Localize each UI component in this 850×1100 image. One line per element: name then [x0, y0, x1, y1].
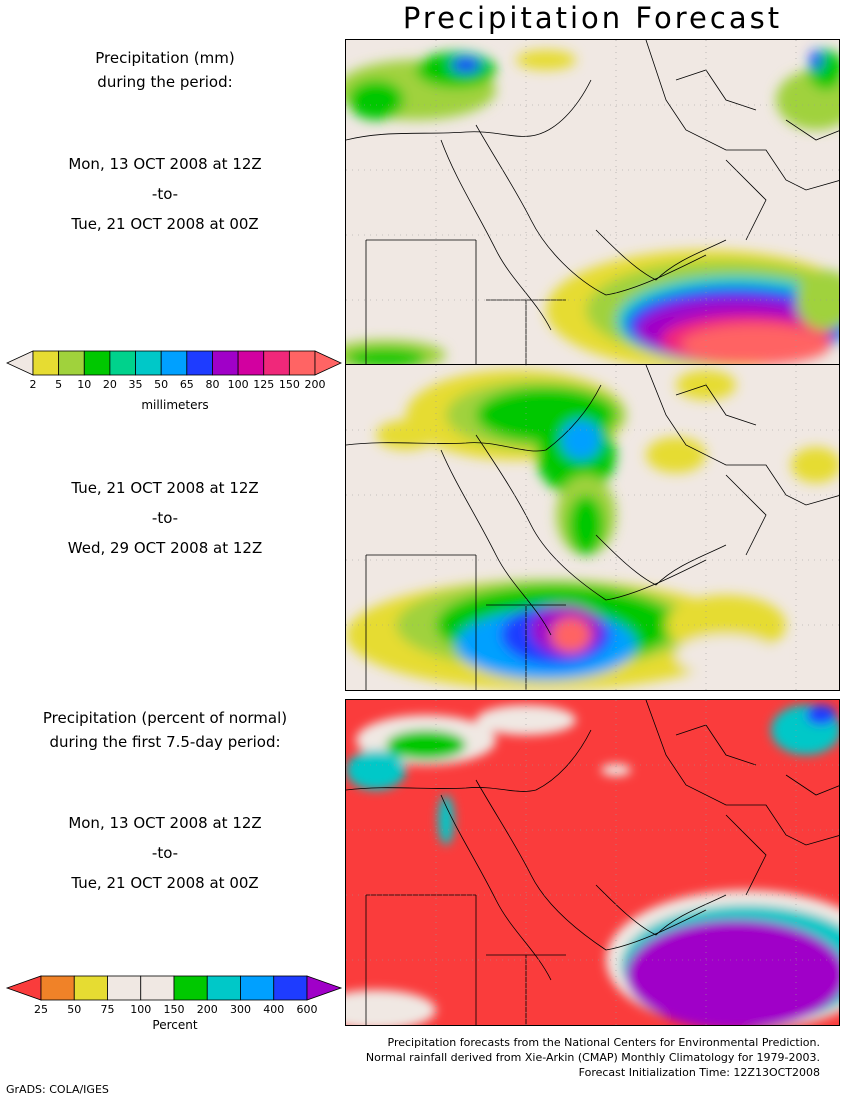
period1-start: Mon, 13 OCT 2008 at 12Z: [68, 155, 262, 173]
legend-swatch: [240, 975, 275, 1001]
legend-swatch-high: [314, 350, 342, 376]
period1-sep: -to-: [151, 185, 179, 203]
legend-tick-label: 150: [164, 1003, 185, 1016]
legend-pct-bar: 25 50 75 100 150 200 300 400 600: [5, 975, 343, 1016]
legend-swatch: [160, 350, 188, 376]
map-panel-percent: [345, 699, 840, 1026]
legend-tick-label: 150: [279, 378, 300, 391]
legend-swatch: [173, 975, 208, 1001]
period3-start: Mon, 13 OCT 2008 at 12Z: [68, 814, 262, 832]
period2-sep: -to-: [151, 509, 179, 527]
legend-tick-label: 125: [253, 378, 274, 391]
period3-header: Precipitation (percent of normal) during…: [0, 706, 330, 754]
period1-header-line2: during the period:: [97, 73, 233, 91]
legend-tick-label: 50: [67, 1003, 81, 1016]
legend-swatch: [135, 350, 162, 376]
legend-swatch: [32, 350, 60, 376]
legend-tick-label: 65: [180, 378, 194, 391]
legend-tick-label: 300: [230, 1003, 251, 1016]
legend-tick-label: 25: [34, 1003, 48, 1016]
legend-tick-label: 100: [130, 1003, 151, 1016]
legend-mm-bar: 2 5 10 20 35 50 65 80 100 125 150 200: [6, 350, 342, 391]
period2-end: Wed, 29 OCT 2008 at 12Z: [67, 539, 263, 557]
period2-dates: Tue, 21 OCT 2008 at 12Z -to- Wed, 29 OCT…: [0, 476, 330, 560]
legend-tick-label: 600: [297, 1003, 318, 1016]
period1-dates: Mon, 13 OCT 2008 at 12Z -to- Tue, 21 OCT…: [0, 152, 330, 236]
legend-swatch: [237, 350, 265, 376]
legend-pct: 25 50 75 100 150 200 300 400 600: [5, 974, 345, 1019]
legend-swatch: [288, 350, 316, 376]
legend-swatch: [58, 350, 85, 376]
legend-tick-label: 200: [305, 378, 326, 391]
legend-swatch: [212, 350, 239, 376]
period3-dates: Mon, 13 OCT 2008 at 12Z -to- Tue, 21 OCT…: [0, 811, 330, 895]
period1-end: Tue, 21 OCT 2008 at 00Z: [71, 215, 259, 233]
map-panel-week1: [345, 39, 840, 365]
legend-tick-label: 75: [101, 1003, 115, 1016]
legend-swatch: [206, 975, 241, 1001]
legend-swatch: [273, 975, 308, 1001]
legend-mm-unit: millimeters: [141, 398, 209, 412]
page-title: Precipitation Forecast: [402, 1, 783, 35]
legend-swatch-high: [306, 975, 343, 1001]
legend-pct-unit: Percent: [152, 1018, 198, 1032]
legend-swatch: [73, 975, 108, 1001]
legend-swatch: [263, 350, 290, 376]
legend-mm: 2 5 10 20 35 50 65 80 100 125 150 200: [5, 349, 345, 419]
legend-tick-label: 400: [263, 1003, 284, 1016]
period3-header-line2: during the first 7.5-day period:: [49, 733, 281, 751]
map-panel-week2: [345, 364, 840, 691]
footer-line2: Normal rainfall derived from Xie-Arkin (…: [365, 1051, 820, 1064]
period1-header-line1: Precipitation (mm): [95, 49, 235, 67]
legend-tick-label: 80: [205, 378, 219, 391]
legend-swatch: [140, 975, 175, 1001]
legend-swatch-low: [5, 975, 42, 1001]
legend-tick-label: 2: [30, 378, 37, 391]
period3-sep: -to-: [151, 844, 179, 862]
footer-notes: Precipitation forecasts from the Nationa…: [366, 1035, 820, 1080]
period2-start: Tue, 21 OCT 2008 at 12Z: [71, 479, 259, 497]
legend-tick-label: 50: [154, 378, 168, 391]
legend-swatch: [83, 350, 111, 376]
legend-swatch: [109, 350, 136, 376]
footer-line3: Forecast Initialization Time: 12Z13OCT20…: [578, 1066, 820, 1079]
legend-swatch: [107, 975, 142, 1001]
period3-end: Tue, 21 OCT 2008 at 00Z: [71, 874, 259, 892]
footer-line1: Precipitation forecasts from the Nationa…: [387, 1036, 821, 1049]
period3-header-line1: Precipitation (percent of normal): [42, 709, 288, 727]
legend-swatch-low: [6, 350, 34, 376]
legend-swatch: [186, 350, 213, 376]
legend-tick-label: 200: [197, 1003, 218, 1016]
legend-tick-label: 10: [77, 378, 91, 391]
legend-swatch: [40, 975, 75, 1001]
legend-tick-label: 35: [129, 378, 143, 391]
legend-tick-label: 100: [228, 378, 249, 391]
legend-tick-label: 20: [103, 378, 117, 391]
period1-header: Precipitation (mm) during the period:: [0, 46, 330, 94]
legend-tick-label: 5: [55, 378, 62, 391]
grads-credit: GrADS: COLA/IGES: [6, 1083, 109, 1096]
